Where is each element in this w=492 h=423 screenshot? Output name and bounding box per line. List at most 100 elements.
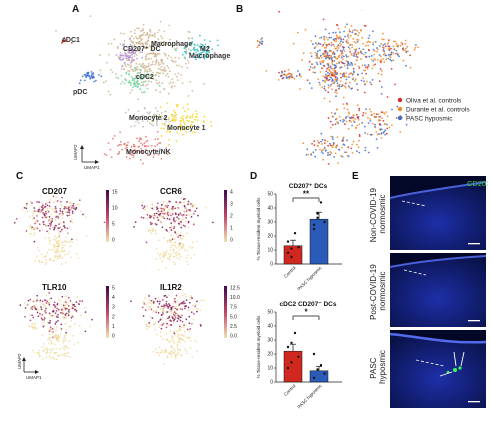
color-scale-bar — [106, 190, 109, 242]
umap2-label-a: UMAP2 — [73, 144, 78, 160]
feature-plot-il1r2: IL1R2 12.5 10.0 7.5 5.0 2.5 0.0 — [130, 283, 240, 365]
umap2-label-c: UMAP2 — [17, 353, 22, 369]
y-tick-label: 0 — [270, 380, 273, 386]
cluster-label-m2-macrophage: M2 Macrophage — [189, 46, 230, 60]
data-point — [312, 227, 316, 231]
umap1-label-c: UMAP1 — [26, 375, 42, 380]
legend-swatch-pasc — [397, 115, 403, 121]
feature-plot-title: CCR6 — [160, 187, 182, 196]
row-label-non-covid: Non-COVID-19 normosmic — [369, 186, 387, 242]
data-point — [286, 251, 290, 254]
color-scale-tick: 2.5 — [230, 324, 237, 330]
color-scale-tick: 3 — [112, 305, 115, 311]
micrograph-pasc — [389, 330, 487, 408]
color-scale-tick: 3 — [230, 202, 233, 208]
color-scale-bar — [224, 286, 227, 338]
legend-swatch-durante — [397, 106, 403, 112]
marker-label-cd207: CD207 — [467, 179, 488, 188]
panel-letter-d: D — [250, 171, 258, 182]
feature-plot-ccr6: CCR6 4 3 2 1 0 — [133, 187, 233, 271]
data-point — [312, 223, 316, 226]
y-tick-label: 30 — [267, 220, 273, 226]
data-point — [293, 331, 297, 335]
cluster-label-monocyte1: Monocyte 1 — [167, 125, 206, 132]
cluster-label-monocyte-nk: Monocyte/NK — [126, 149, 171, 156]
y-axis-label: % Tissue-resident myeloid cells — [256, 197, 261, 261]
color-scale-tick: 0 — [112, 238, 115, 244]
data-point — [290, 361, 293, 364]
data-point — [323, 372, 326, 375]
color-scale-tick: 12.5 — [230, 286, 240, 292]
micrograph-post-covid — [389, 253, 487, 327]
cluster-dots — [55, 15, 220, 165]
feature-plot-title: CD207 — [42, 187, 67, 196]
umap-axis-arrows-c: UMAP2 UMAP1 — [17, 353, 42, 380]
cluster-label-macrophage: Macrophage — [151, 41, 192, 48]
bar-chart-title: cDC2 CD207⁻ DCs — [280, 301, 337, 308]
panel-letter-a: A — [72, 4, 80, 15]
color-scale-bar — [106, 286, 109, 338]
dataset-dots — [256, 10, 419, 165]
umap-axis-arrows-a: UMAP2 UMAP1 — [73, 144, 100, 170]
color-scale-tick: 15 — [112, 190, 118, 196]
data-point — [312, 352, 316, 356]
significance-marker: * — [304, 308, 308, 317]
cluster-label-cdc2: cDC2 — [136, 74, 154, 81]
x-tick-label: PASC hyposmic — [296, 383, 323, 410]
data-point — [290, 341, 293, 344]
color-scale-tick: 1 — [112, 324, 115, 330]
y-tick-label: 20 — [267, 234, 273, 240]
data-point — [319, 364, 323, 367]
legend-label-durante: Durante et al. controls — [406, 107, 470, 114]
y-tick-label: 30 — [267, 338, 273, 344]
legend-label-oliva: Oliva et al. controls — [406, 98, 462, 105]
cluster-label-monocyte2: Monocyte 2 — [129, 115, 168, 122]
data-point — [297, 355, 300, 358]
data-point — [316, 216, 319, 219]
microscopy-panel: Non-COVID-19 normosmic Post-COVID-19 nor… — [369, 176, 488, 408]
color-scale-tick: 0 — [112, 334, 115, 340]
y-tick-label: 40 — [267, 206, 273, 212]
color-scale-tick: 4 — [230, 190, 233, 196]
y-tick-label: 10 — [267, 248, 273, 254]
data-point — [323, 220, 326, 224]
bar-chart-2: cDC2 CD207⁻ DCs 0 10 20 30 40 50 % Tissue-resid… — [256, 301, 342, 409]
umap-clusters-plot: cDC1 CD207⁺ DC Macrophage M2 Macrophage p… — [55, 15, 230, 170]
color-scale-tick: 10.0 — [230, 295, 240, 301]
color-scale-tick: 5 — [112, 222, 115, 228]
data-point — [319, 201, 323, 204]
bar-0 — [283, 350, 303, 383]
data-point — [312, 376, 316, 379]
significance-marker: ** — [303, 190, 310, 199]
bar-0 — [283, 245, 303, 265]
feature-plot-title: TLR10 — [42, 283, 67, 292]
color-scale-bar — [224, 190, 227, 242]
panel-letter-e: E — [352, 171, 359, 182]
data-point — [290, 247, 293, 250]
data-point — [290, 255, 293, 259]
y-tick-label: 40 — [267, 324, 273, 330]
x-tick-label: Control — [283, 265, 297, 279]
data-point — [286, 240, 290, 243]
color-scale-tick: 2 — [230, 214, 233, 220]
bar-chart-title: CD207⁺ DCs — [289, 183, 328, 190]
bar-chart-1: CD207⁺ DCs 0 10 20 30 40 50 % Tissue-resident m… — [256, 183, 342, 291]
legend-label-pasc: PASC hyposmic — [406, 116, 453, 123]
color-scale-tick: 10 — [112, 206, 118, 212]
dataset-legend: Oliva et al. controls Durante et al. con… — [397, 97, 470, 123]
color-scale-tick: 5 — [112, 286, 115, 292]
bar-1 — [309, 218, 329, 265]
legend-swatch-oliva — [397, 97, 403, 103]
feature-plot-tlr10: TLR10 5 4 3 2 1 0 — [19, 283, 115, 361]
bar-1 — [309, 370, 329, 383]
panel-letter-c: C — [16, 171, 24, 182]
y-tick-label: 50 — [267, 192, 273, 198]
x-tick-label: PASC hyposmic — [296, 265, 323, 292]
color-scale-tick: 7.5 — [230, 305, 237, 311]
y-tick-label: 50 — [267, 310, 273, 316]
data-point — [286, 366, 290, 370]
y-tick-label: 10 — [267, 366, 273, 372]
row-label-pasc: PASC hyposmic — [369, 350, 387, 384]
data-point — [297, 246, 300, 249]
